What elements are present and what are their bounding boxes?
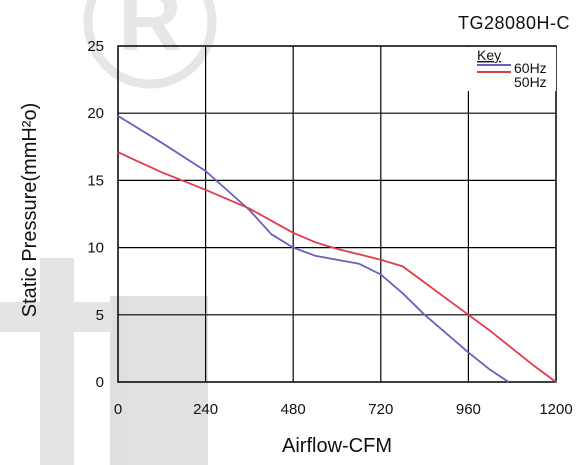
x-axis-title: Airflow-CFM [282,435,392,457]
registered-watermark: R [83,0,217,89]
x-tick-label: 1200 [539,401,572,418]
x-tick-label: 240 [193,401,218,418]
y-tick-label: 20 [87,105,104,122]
y-tick-label: 25 [87,38,104,55]
legend-title: Key [477,47,501,63]
x-tick-label: 720 [368,401,393,418]
y-tick-label: 10 [87,240,104,257]
series-lines [117,115,557,383]
legend-label-50hz: 50Hz [514,74,547,90]
series-line-50hz [117,151,557,383]
character-watermark [0,258,208,465]
x-tick-label: 0 [114,401,122,418]
chart-title: TG28080H-C [458,13,570,33]
x-tick-label: 480 [281,401,306,418]
plot-area-frame [117,45,557,383]
legend-label-60hz: 60Hz [514,60,547,76]
x-tick-label: 960 [456,401,481,418]
y-tick-label: 15 [87,172,104,189]
y-axis-title: Static Pressure(mmH²o) [19,103,41,317]
y-tick-label: 0 [96,374,104,391]
legend: Key 60Hz 50Hz [466,47,556,91]
series-line-60hz [117,115,510,383]
svg-text:R: R [118,0,182,69]
legend-box [466,47,556,91]
tick-labels: 0 240 480 720 960 1200 0 5 10 15 20 25 [87,38,572,418]
y-tick-label: 5 [96,307,104,324]
grid-lines [118,46,556,382]
